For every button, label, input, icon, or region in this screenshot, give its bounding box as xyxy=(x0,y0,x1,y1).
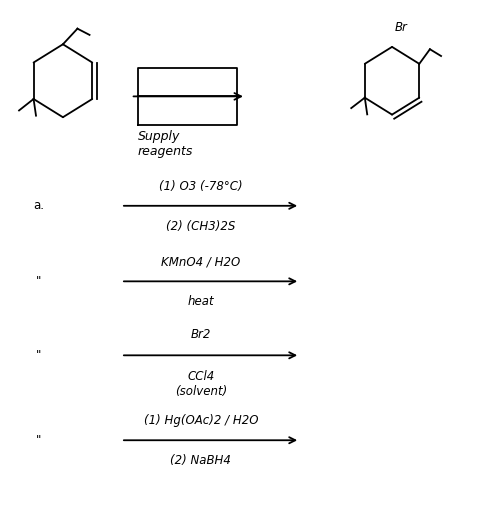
Text: Br: Br xyxy=(394,21,408,34)
Text: heat: heat xyxy=(187,295,214,308)
Text: ": " xyxy=(36,275,42,288)
Text: (2) NaBH4: (2) NaBH4 xyxy=(170,454,231,467)
Text: ": " xyxy=(36,349,42,362)
Text: ": " xyxy=(36,434,42,446)
Text: (1) Hg(OAc)2 / H2O: (1) Hg(OAc)2 / H2O xyxy=(144,414,258,427)
Text: KMnO4 / H2O: KMnO4 / H2O xyxy=(161,255,241,268)
Text: (2) (CH3)2S: (2) (CH3)2S xyxy=(166,220,236,233)
Text: (1) O3 (-78°C): (1) O3 (-78°C) xyxy=(159,180,242,193)
Text: Br2: Br2 xyxy=(191,328,211,341)
Text: CCl4
(solvent): CCl4 (solvent) xyxy=(175,370,227,398)
Text: Supply
reagents: Supply reagents xyxy=(138,130,193,158)
Text: a.: a. xyxy=(33,200,44,212)
